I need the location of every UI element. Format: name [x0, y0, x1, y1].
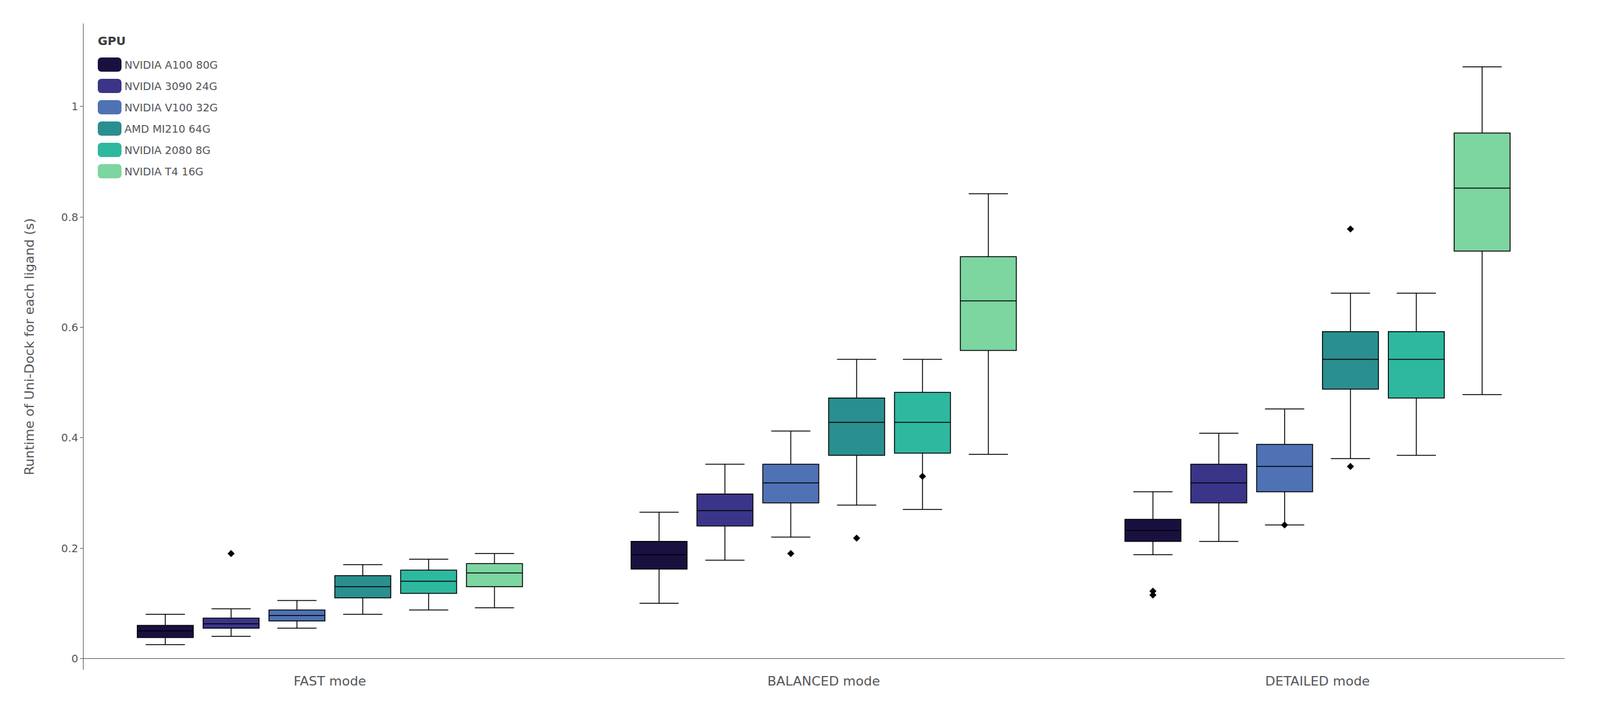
svg-text:NVIDIA 3090 24G: NVIDIA 3090 24G — [124, 80, 218, 93]
svg-text:NVIDIA A100 80G: NVIDIA A100 80G — [124, 58, 219, 72]
svg-text:GPU: GPU — [97, 33, 126, 48]
svg-text:NVIDIA T4 16G: NVIDIA T4 16G — [124, 165, 204, 178]
svg-text:BALANCED mode: BALANCED mode — [767, 673, 880, 689]
svg-text:NVIDIA V100 32G: NVIDIA V100 32G — [124, 101, 219, 114]
svg-text:0.6: 0.6 — [61, 321, 79, 334]
svg-text:NVIDIA 2080 8G: NVIDIA 2080 8G — [124, 144, 211, 157]
svg-text:0.4: 0.4 — [61, 431, 79, 444]
svg-text:0.2: 0.2 — [61, 542, 79, 555]
svg-text:0: 0 — [71, 652, 79, 665]
svg-text:1: 1 — [71, 100, 79, 113]
svg-text:AMD MI210 64G: AMD MI210 64G — [124, 122, 211, 136]
svg-text:0.8: 0.8 — [61, 210, 79, 224]
svg-text:DETAILED mode: DETAILED mode — [1265, 673, 1371, 689]
svg-text:FAST mode: FAST mode — [293, 673, 366, 689]
svg-text:Runtime of Uni-Dock for each l: Runtime of Uni-Dock for each ligand (s) — [21, 218, 37, 476]
